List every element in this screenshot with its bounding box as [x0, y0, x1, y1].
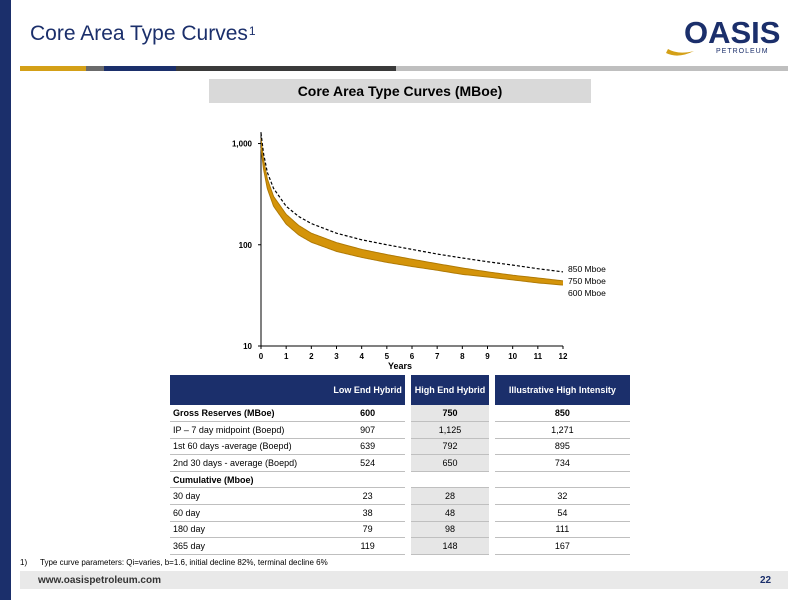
y-tick-label: 10 [243, 342, 252, 351]
x-tick-label: 6 [410, 352, 415, 361]
y-tick-label: 1,000 [232, 140, 253, 149]
high-end-value: 148 [411, 538, 488, 555]
high-intensity-value: 32 [495, 488, 630, 505]
curve-band-600-750 [261, 138, 563, 285]
low-end-value: 38 [330, 505, 405, 522]
low-end-value: 524 [330, 455, 405, 472]
row-label: 60 day [170, 505, 330, 522]
series-line-750 [261, 138, 563, 280]
x-tick-label: 0 [259, 352, 264, 361]
low-end-value: 600 [330, 405, 405, 422]
page-number: 22 [760, 575, 771, 586]
x-tick-label: 2 [309, 352, 314, 361]
high-intensity-value: 167 [495, 538, 630, 555]
footnote: 1) Type curve parameters: Qi=varies, b=1.… [20, 558, 328, 567]
low-end-value [330, 471, 405, 488]
x-tick-label: 9 [485, 352, 490, 361]
high-intensity-value: 111 [495, 521, 630, 538]
row-label: Gross Reserves (MBoe) [170, 405, 330, 422]
table-row: 365 day 119 148 167 [170, 538, 630, 555]
low-end-value: 907 [330, 422, 405, 439]
y-tick-label: 100 [239, 241, 253, 250]
series-line-850 [261, 133, 563, 272]
x-tick-label: 7 [435, 352, 440, 361]
high-end-value: 1,125 [411, 422, 488, 439]
table-row: Gross Reserves (MBoe) 600 750 850 [170, 405, 630, 422]
table-row: 1st 60 days -average (Boepd) 639 792 895 [170, 438, 630, 455]
row-label: IP – 7 day midpoint (Boepd) [170, 422, 330, 439]
high-intensity-value: 1,271 [495, 422, 630, 439]
row-label: Cumulative (Mboe) [170, 471, 330, 488]
x-tick-label: 8 [460, 352, 465, 361]
table-row: 60 day 38 48 54 [170, 505, 630, 522]
table-row: 2nd 30 days - average (Boepd) 524 650 734 [170, 455, 630, 472]
table-row: 30 day 23 28 32 [170, 488, 630, 505]
low-end-value: 23 [330, 488, 405, 505]
high-intensity-value: 54 [495, 505, 630, 522]
high-end-value: 48 [411, 505, 488, 522]
high-end-value [411, 471, 488, 488]
table-row: Cumulative (Mboe) [170, 471, 630, 488]
table-header-low: Low End Hybrid [330, 375, 405, 405]
high-end-value: 750 [411, 405, 488, 422]
table-row: 180 day 79 98 111 [170, 521, 630, 538]
footer-url[interactable]: www.oasispetroleum.com [38, 575, 161, 586]
table-header-row: Low End Hybrid High End Hybrid Illustrat… [170, 375, 630, 405]
high-intensity-value [495, 471, 630, 488]
low-end-value: 119 [330, 538, 405, 555]
row-label: 2nd 30 days - average (Boepd) [170, 455, 330, 472]
x-axis-label: Years [388, 361, 412, 371]
row-label: 1st 60 days -average (Boepd) [170, 438, 330, 455]
high-end-value: 98 [411, 521, 488, 538]
legend-label-850: 850 Mboe [568, 264, 606, 274]
high-intensity-value: 895 [495, 438, 630, 455]
x-tick-label: 11 [534, 352, 543, 361]
x-tick-label: 1 [284, 352, 289, 361]
high-intensity-value: 850 [495, 405, 630, 422]
row-label: 30 day [170, 488, 330, 505]
x-tick-label: 5 [385, 352, 390, 361]
table-header-blank [170, 375, 330, 405]
type-curve-table: Low End Hybrid High End Hybrid Illustrat… [170, 375, 630, 555]
row-label: 365 day [170, 538, 330, 555]
row-label: 180 day [170, 521, 330, 538]
high-end-value: 650 [411, 455, 488, 472]
high-intensity-value: 734 [495, 455, 630, 472]
low-end-value: 639 [330, 438, 405, 455]
table-row: IP – 7 day midpoint (Boepd) 907 1,125 1,271 [170, 422, 630, 439]
high-end-value: 792 [411, 438, 488, 455]
table-header-intensity: Illustrative High Intensity [495, 375, 630, 405]
table-header-high: High End Hybrid [411, 375, 488, 405]
x-tick-label: 10 [508, 352, 517, 361]
x-tick-label: 12 [559, 352, 568, 361]
x-tick-label: 4 [359, 352, 364, 361]
legend-label-600: 600 Mboe [568, 288, 606, 298]
low-end-value: 79 [330, 521, 405, 538]
legend-label-750: 750 Mboe [568, 276, 606, 286]
high-end-value: 28 [411, 488, 488, 505]
x-tick-label: 3 [334, 352, 339, 361]
